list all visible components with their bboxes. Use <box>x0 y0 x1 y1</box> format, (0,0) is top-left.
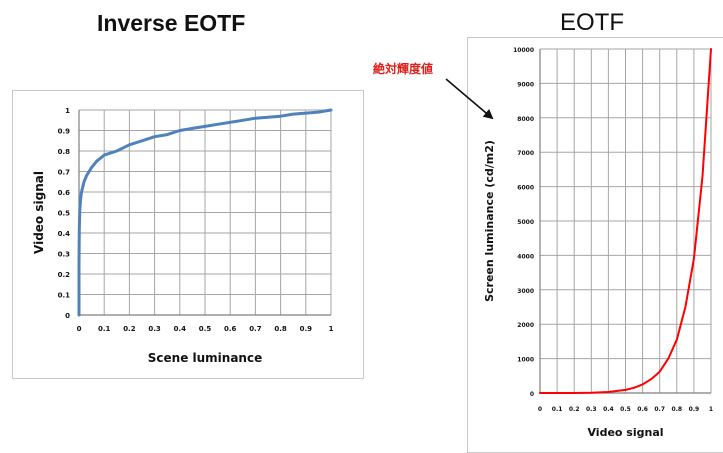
eotf-x-tick-label: 0.5 <box>620 406 631 413</box>
inverse-eotf-x-axis-label: Scene luminance <box>148 351 262 365</box>
eotf-y-axis-label: Screen luminance (cd/m2) <box>483 140 496 302</box>
inverse-eotf-x-tick-label: 0.5 <box>199 325 212 333</box>
annotation-arrow <box>445 78 494 120</box>
left-chart-title: Inverse EOTF <box>97 10 246 36</box>
eotf-y-tick-label: 5000 <box>517 219 534 226</box>
inverse-eotf-x-tick-label: 0.4 <box>174 325 187 333</box>
eotf-y-tick-label: 3000 <box>517 288 534 295</box>
eotf-y-tick-label: 7000 <box>517 150 534 157</box>
inverse-eotf-y-tick-label: 0.5 <box>58 210 71 218</box>
inverse-eotf-x-tick-label: 0.8 <box>274 325 287 333</box>
inverse-eotf-y-tick-label: 0.7 <box>58 169 71 177</box>
eotf-x-tick-label: 0.3 <box>586 406 597 413</box>
eotf-series-line-0 <box>539 48 712 394</box>
right-chart-title: EOTF <box>560 9 624 36</box>
inverse-eotf-y-tick-label: 0.4 <box>58 230 71 238</box>
eotf-y-tick-label: 1000 <box>517 357 534 364</box>
inverse-eotf-y-tick-label: 0.3 <box>58 251 71 259</box>
inverse-eotf-y-axis-label: Video signal <box>32 171 46 254</box>
eotf-x-tick-label: 0.2 <box>569 406 580 413</box>
inverse-eotf-y-tick-label: 0.6 <box>58 189 71 197</box>
eotf-x-tick-label: 0.6 <box>637 406 648 413</box>
inverse-eotf-y-tick-label: 1 <box>65 107 70 115</box>
eotf-x-tick-label: 0 <box>538 406 542 413</box>
eotf-x-tick-label: 1 <box>709 406 713 413</box>
eotf-y-tick-label: 9000 <box>517 81 534 88</box>
eotf-x-axis-label: Video signal <box>587 426 663 439</box>
eotf-x-tick-label: 0.8 <box>671 406 682 413</box>
inverse-eotf-x-tick-label: 0.6 <box>224 325 237 333</box>
inverse-eotf-x-tick-label: 0.2 <box>123 325 136 333</box>
absolute-luminance-annotation: 絶対輝度値 <box>373 62 434 76</box>
eotf-x-tick-label: 0.4 <box>603 406 614 413</box>
inverse-eotf-y-tick-label: 0.9 <box>58 128 71 136</box>
eotf-x-tick-label: 0.7 <box>654 406 665 413</box>
inverse-eotf-x-tick-label: 0.7 <box>249 325 262 333</box>
inverse-eotf-y-tick-label: 0.8 <box>58 148 71 156</box>
inverse-eotf-x-tick-label: 0.9 <box>300 325 313 333</box>
inverse-eotf-x-tick-label: 0.1 <box>98 325 111 333</box>
eotf-x-tick-label: 0.9 <box>689 406 700 413</box>
inverse-eotf-x-tick-label: 1 <box>329 325 334 333</box>
inverse-eotf-y-tick-label: 0.1 <box>58 292 71 300</box>
eotf-y-tick-label: 2000 <box>517 322 534 329</box>
inverse-eotf-series-line-0 <box>77 108 333 317</box>
inverse-eotf-x-tick-label: 0 <box>77 325 82 333</box>
eotf-y-tick-label: 6000 <box>517 185 534 192</box>
eotf-y-tick-label: 4000 <box>517 253 534 260</box>
inverse-eotf-y-tick-label: 0.2 <box>58 271 71 279</box>
inverse-eotf-y-tick-label: 0 <box>65 312 70 320</box>
eotf-x-tick-label: 0.1 <box>552 406 563 413</box>
eotf-y-tick-label: 10000 <box>513 47 534 54</box>
eotf-y-tick-label: 8000 <box>517 116 534 123</box>
inverse-eotf-x-tick-label: 0.3 <box>148 325 161 333</box>
eotf-y-tick-label: 0 <box>530 391 534 398</box>
